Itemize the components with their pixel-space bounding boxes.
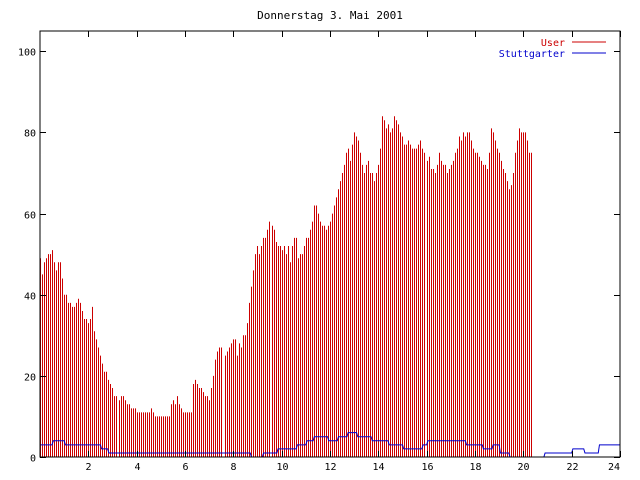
x-tick-label: 14 xyxy=(372,462,384,473)
legend-label-stuttgarter: Stuttgarter xyxy=(499,49,565,60)
x-tick-label: 24 xyxy=(608,462,620,473)
stuttgarter-line xyxy=(40,432,620,458)
x-tick-label: 20 xyxy=(517,462,529,473)
chart-title: Donnerstag 3. Mai 2001 xyxy=(257,9,403,22)
legend-label-user: User xyxy=(541,38,565,49)
x-tick-label: 8 xyxy=(230,462,236,473)
stuttgarter-line-group xyxy=(40,432,620,458)
x-tick-label: 22 xyxy=(566,462,578,473)
y-tick-label: 100 xyxy=(18,48,36,59)
y-tick-label: 20 xyxy=(24,373,36,384)
y-tick-label: 40 xyxy=(24,292,36,303)
y-tick-label: 0 xyxy=(30,454,36,465)
y-tick-label: 80 xyxy=(24,129,36,140)
x-tick-label: 4 xyxy=(134,462,140,473)
x-tick-label: 16 xyxy=(421,462,433,473)
x-tick-label: 10 xyxy=(276,462,288,473)
x-tick-label: 12 xyxy=(324,462,336,473)
x-tick-label: 6 xyxy=(182,462,188,473)
x-tick-label: 18 xyxy=(469,462,481,473)
user-bars xyxy=(40,116,532,457)
x-tick-label: 2 xyxy=(85,462,91,473)
legend: User Stuttgarter xyxy=(499,38,606,60)
y-tick-label: 60 xyxy=(24,211,36,222)
